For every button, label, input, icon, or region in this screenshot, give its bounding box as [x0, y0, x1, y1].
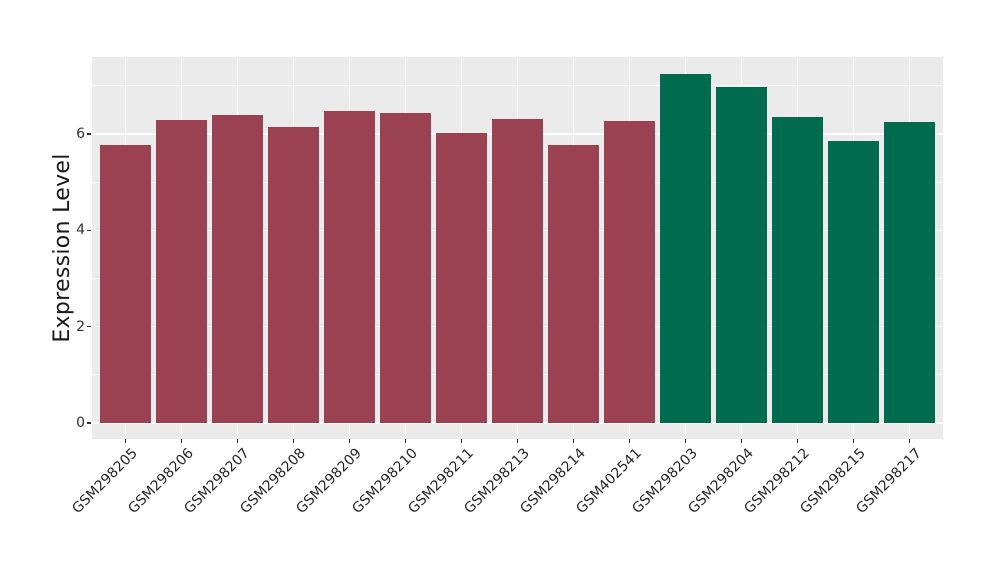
- y-tick-label-4: 4: [76, 222, 85, 239]
- bar-GSM298215: [828, 140, 879, 423]
- x-tick-mark-GSM298208: [292, 439, 295, 443]
- bar-GSM298210: [380, 112, 431, 423]
- x-tick-mark-GSM298204: [740, 439, 743, 443]
- x-tick-mark-GSM298205: [124, 439, 127, 443]
- x-tick-mark-GSM298210: [404, 439, 407, 443]
- bar-GSM402541: [604, 120, 655, 423]
- bar-GSM298213: [492, 119, 543, 423]
- x-tick-mark-GSM298207: [236, 439, 239, 443]
- x-tick-mark-GSM298213: [516, 439, 519, 443]
- x-tick-mark-GSM298211: [460, 439, 463, 443]
- y-tick-label-2: 2: [76, 318, 85, 335]
- x-tick-mark-GSM298212: [796, 439, 799, 443]
- x-tick-mark-GSM298206: [180, 439, 183, 443]
- bar-GSM298206: [156, 119, 207, 423]
- bar-GSM298204: [716, 86, 767, 423]
- x-tick-mark-GSM298217: [908, 439, 911, 443]
- bar-GSM298209: [324, 110, 375, 423]
- bar-GSM298207: [212, 114, 263, 423]
- bar-GSM298214: [548, 144, 599, 423]
- y-tick-mark-0: [87, 422, 91, 424]
- bar-GSM298212: [772, 116, 823, 423]
- plot-panel: [92, 57, 943, 439]
- bar-GSM298217: [884, 121, 935, 423]
- x-tick-mark-GSM402541: [628, 439, 631, 443]
- bar-GSM298208: [268, 126, 319, 423]
- x-tick-mark-GSM298203: [684, 439, 687, 443]
- y-axis-title: Expression Level: [50, 153, 75, 343]
- bar-GSM298211: [436, 133, 487, 423]
- y-tick-mark-2: [87, 325, 91, 328]
- y-tick-mark-4: [87, 229, 91, 232]
- x-tick-mark-GSM298214: [572, 439, 575, 443]
- x-tick-mark-GSM298215: [852, 439, 855, 443]
- y-tick-label-0: 0: [76, 415, 85, 431]
- x-tick-mark-GSM298209: [348, 439, 351, 443]
- bar-GSM298205: [100, 144, 151, 423]
- bar-GSM298203: [660, 73, 711, 423]
- y-tick-mark-6: [87, 133, 91, 135]
- y-tick-label-6: 6: [76, 125, 85, 142]
